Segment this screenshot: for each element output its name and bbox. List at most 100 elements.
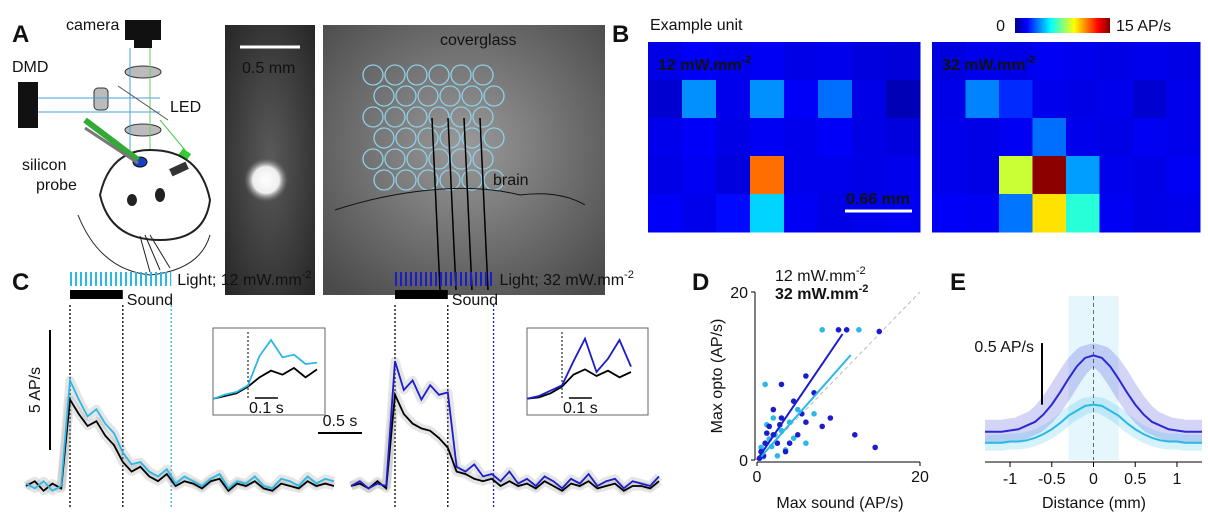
site	[362, 148, 384, 170]
y-tick-label: 0	[739, 453, 748, 470]
heatmap-cell	[932, 156, 966, 195]
heatmap-cell	[932, 118, 966, 157]
map-power-exp: -2	[1026, 54, 1036, 66]
curve	[985, 403, 1202, 444]
panel-label: C	[12, 269, 29, 296]
trace	[350, 360, 660, 490]
heatmap-cell	[1133, 118, 1167, 157]
point	[778, 415, 785, 421]
x-tick-label: 0.5	[1124, 471, 1146, 488]
heatmap-cell	[852, 156, 887, 195]
heatmap-cell	[682, 118, 717, 157]
colorbar-label: 0	[996, 18, 1005, 35]
heatmap-cell	[1166, 42, 1201, 81]
y-axis-label: Max opto (AP/s)	[709, 319, 726, 434]
site	[406, 148, 428, 170]
site	[384, 106, 406, 128]
map-power: 12 mW.mm-2	[658, 54, 751, 74]
point	[763, 430, 770, 436]
panel-label: D	[692, 269, 709, 296]
site	[483, 127, 505, 149]
heatmap-cell	[1099, 118, 1134, 157]
heatmap-cell	[648, 194, 683, 233]
heatmap-cell	[750, 42, 785, 81]
heatmap-cell	[682, 80, 717, 119]
heatmap-cell	[852, 118, 887, 157]
heatmap-cell	[932, 80, 966, 119]
site	[395, 127, 417, 149]
point	[794, 432, 801, 438]
heatmap-cell	[648, 156, 683, 195]
light-pulses	[70, 272, 172, 286]
point	[782, 448, 789, 455]
site	[472, 106, 494, 128]
heatmap-cell	[1166, 80, 1201, 119]
site	[472, 64, 494, 86]
x-axis-label: Distance (mm)	[1042, 495, 1146, 512]
map-power: 32 mW.mm-2	[942, 54, 1035, 74]
heatmap-cell	[1032, 156, 1067, 195]
site	[461, 127, 483, 149]
curve	[985, 354, 1202, 433]
heatmap-cell	[1032, 80, 1067, 119]
heatmap-cell	[1166, 118, 1201, 157]
site	[417, 85, 439, 107]
heatmap-cell	[1066, 156, 1100, 195]
site	[450, 148, 472, 170]
heatmap-cell	[750, 156, 785, 195]
light-label: Light; 32 mW.mm-2	[500, 269, 634, 289]
label: probe	[36, 177, 77, 194]
label: silicon	[22, 157, 66, 174]
legend-entry-base: 12 mW.mm	[775, 268, 856, 285]
heatmap-cell	[784, 156, 819, 195]
heatmap-cell	[716, 80, 751, 119]
point	[803, 419, 809, 426]
heatmap-cell	[999, 118, 1033, 157]
scale-label: 5 AP/s	[27, 367, 44, 413]
heatmap-cell	[818, 156, 853, 195]
heatmap-cell	[852, 194, 887, 233]
site	[428, 148, 450, 170]
heatmap-cell	[999, 42, 1033, 81]
heatmap-cell	[1099, 194, 1134, 233]
fit-line	[756, 333, 844, 461]
site	[439, 85, 461, 107]
heatmap-cell	[682, 156, 717, 195]
heatmap-cell	[965, 80, 1000, 119]
y-tick-label: 20	[730, 285, 748, 302]
colorbar-label: 15 AP/s	[1116, 18, 1171, 35]
heatmap-cell	[818, 118, 853, 157]
label: camera	[66, 17, 119, 34]
heatmap-cell	[716, 156, 751, 195]
sound-label: Sound	[127, 292, 173, 309]
point	[762, 381, 768, 388]
heatmap-cell	[1166, 194, 1201, 233]
panel-label: E	[950, 269, 966, 296]
heatmap-cell	[999, 80, 1033, 119]
site	[428, 64, 450, 86]
heatmap-cell	[648, 118, 683, 157]
heatmap-cell	[784, 194, 819, 233]
scale-label: 0.5 AP/s	[974, 339, 1034, 356]
heatmap-cell	[716, 118, 751, 157]
map-power-exp: -2	[742, 54, 752, 66]
heatmap-cell	[999, 156, 1033, 195]
photo-brain	[323, 25, 605, 295]
trace	[25, 396, 335, 493]
heatmap-cell	[784, 118, 819, 157]
point	[811, 411, 817, 417]
heatmap-cell	[648, 80, 683, 119]
label: coverglass	[440, 32, 516, 49]
site	[373, 169, 395, 191]
x-tick-label: -1	[1003, 471, 1017, 488]
x-tick-label: -0.5	[1038, 471, 1066, 488]
legend-entry: 32 mW.mm-2	[775, 283, 868, 303]
heatmap-cell	[1066, 118, 1100, 157]
inset-scale-label: 0.1 s	[249, 400, 284, 417]
site	[450, 106, 472, 128]
legend-entry-base: 32 mW.mm	[775, 286, 859, 303]
x-axis-label: Max sound (AP/s)	[776, 495, 903, 512]
heatmap-cell	[682, 194, 717, 233]
heatmap-cell	[1133, 194, 1167, 233]
